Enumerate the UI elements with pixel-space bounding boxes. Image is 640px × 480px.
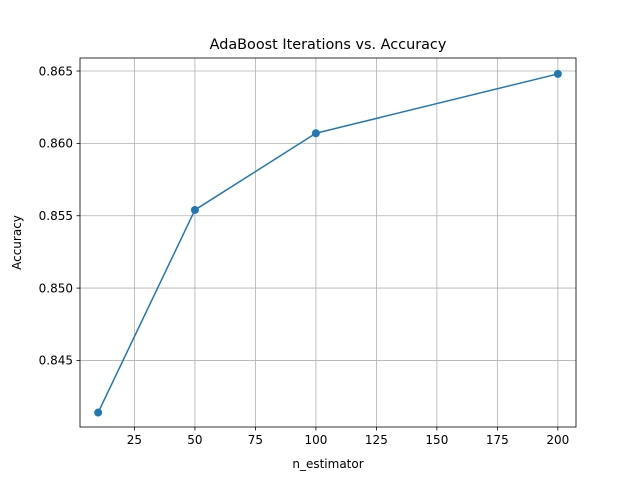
- y-tick-label: 0.860: [39, 137, 73, 151]
- y-tick-label: 0.845: [39, 354, 73, 368]
- x-tick-label: 75: [248, 433, 263, 447]
- series-line: [97, 73, 559, 413]
- x-tick-label: 150: [425, 433, 448, 447]
- y-tick-label: 0.865: [39, 64, 73, 78]
- x-tick-label: 200: [546, 433, 569, 447]
- x-tick-label: 175: [486, 433, 509, 447]
- x-tick-label: 25: [127, 433, 142, 447]
- data-point: [94, 408, 103, 417]
- plot-frame: [79, 57, 577, 428]
- data-point: [311, 129, 320, 138]
- y-tick-label: 0.855: [39, 209, 73, 223]
- data-point: [553, 69, 562, 78]
- ticks-layer: 25 50 75 100 125 150 175 200 0.845 0.850 0.855 0.86…: [39, 64, 570, 447]
- y-axis-label: Accuracy: [10, 215, 24, 270]
- x-tick-label: 50: [187, 433, 202, 447]
- chart-title: AdaBoost Iterations vs. Accuracy: [210, 37, 447, 53]
- grid-layer: [80, 58, 576, 427]
- x-axis-label: n_estimator: [292, 457, 363, 471]
- series-layer: [94, 69, 562, 417]
- x-tick-label: 100: [304, 433, 327, 447]
- y-tick-label: 0.850: [39, 281, 73, 295]
- x-tick-label: 125: [365, 433, 388, 447]
- data-point: [190, 205, 199, 214]
